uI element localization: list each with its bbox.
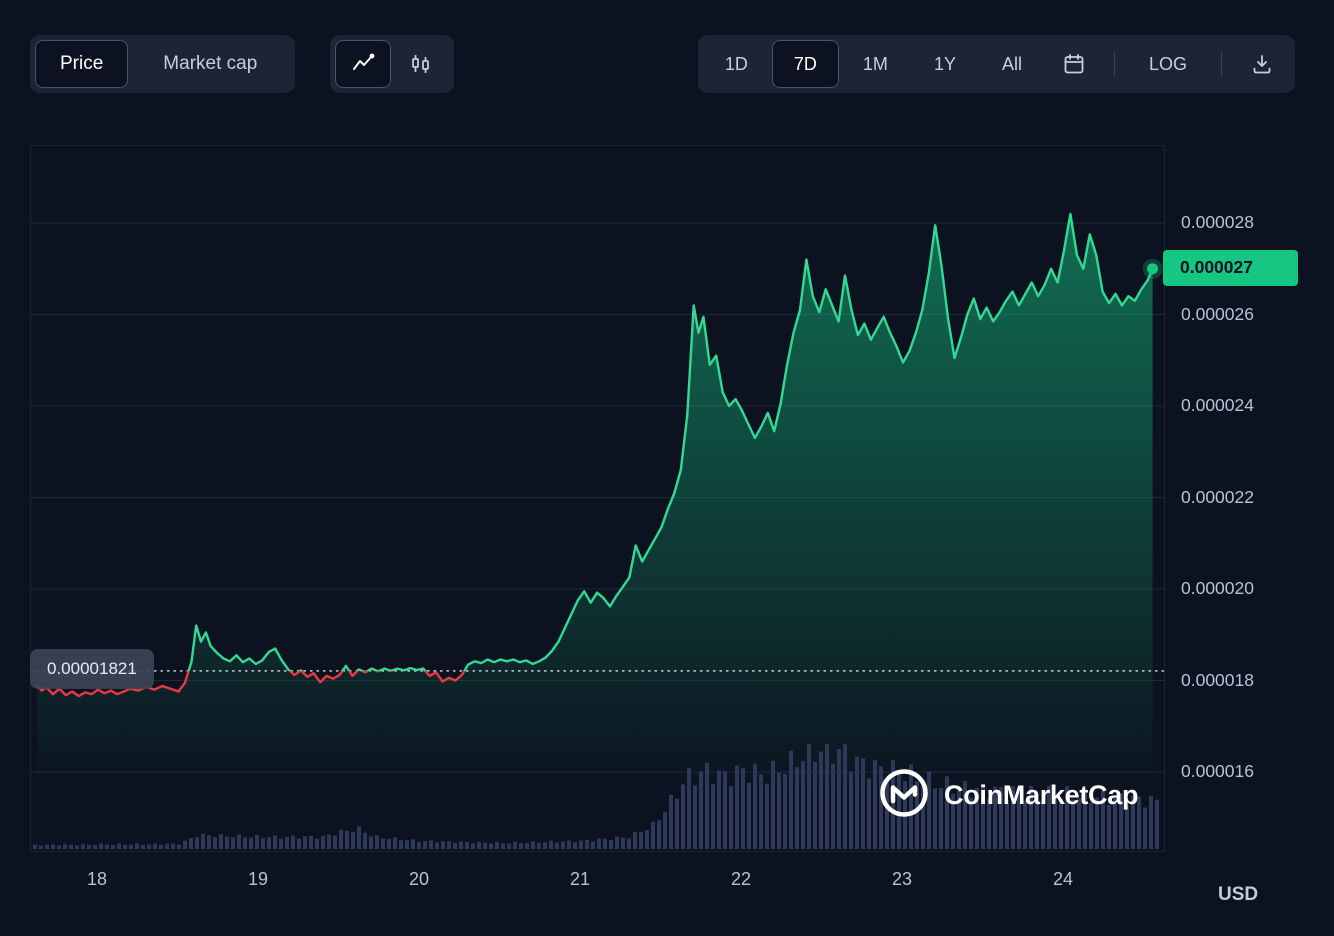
range-1m-button[interactable]: 1M bbox=[841, 40, 910, 88]
range-1d-button[interactable]: 1D bbox=[703, 40, 770, 88]
toolbar-divider bbox=[1221, 51, 1222, 77]
log-scale-button[interactable]: LOG bbox=[1127, 40, 1209, 88]
y-axis-label: 0.000022 bbox=[1181, 486, 1254, 507]
range-group: 1D 7D 1M 1Y All LOG bbox=[697, 35, 1295, 93]
range-7d-button[interactable]: 7D bbox=[771, 40, 839, 88]
chart-type-group bbox=[330, 35, 454, 93]
market-cap-tab[interactable]: Market cap bbox=[130, 40, 290, 88]
y-axis-label: 0.000020 bbox=[1181, 578, 1254, 598]
y-axis-label: 0.000026 bbox=[1181, 303, 1254, 324]
price-tab[interactable]: Price bbox=[35, 40, 129, 88]
line-chart-type-button[interactable] bbox=[335, 40, 391, 88]
toolbar-divider bbox=[1113, 51, 1115, 77]
x-axis-label: 21 bbox=[569, 869, 591, 889]
chart-plot-area[interactable] bbox=[30, 145, 1165, 852]
currency-label: USD bbox=[1218, 884, 1259, 905]
y-axis-label: 0.000028 bbox=[1181, 212, 1254, 232]
x-axis-label: 22 bbox=[730, 869, 752, 889]
x-axis-label: 19 bbox=[247, 869, 269, 889]
line-chart-icon bbox=[351, 52, 375, 76]
metric-toggle-group: Price Market cap bbox=[30, 35, 296, 93]
y-axis-label: 0.000018 bbox=[1181, 669, 1254, 690]
previous-close-label: 0.00001821 bbox=[30, 649, 154, 690]
x-axis-label: 20 bbox=[408, 869, 430, 889]
download-icon bbox=[1250, 52, 1274, 76]
range-all-button[interactable]: All bbox=[980, 40, 1044, 88]
range-1y-button[interactable]: 1Y bbox=[912, 40, 978, 88]
coinmarketcap-logo-icon bbox=[877, 766, 931, 825]
y-axis-label: 0.000024 bbox=[1181, 395, 1254, 415]
date-range-button[interactable] bbox=[1046, 40, 1102, 88]
x-axis-label: 18 bbox=[86, 869, 108, 889]
price-chart-canvas[interactable] bbox=[31, 146, 1164, 851]
x-axis-label: 24 bbox=[1052, 869, 1074, 889]
candlestick-icon bbox=[409, 52, 433, 76]
x-axis-label: 23 bbox=[891, 869, 913, 889]
current-price-badge: 0.000027 bbox=[1163, 249, 1298, 286]
candlestick-chart-type-button[interactable] bbox=[393, 40, 449, 88]
watermark: CoinMarketCap bbox=[877, 766, 1138, 825]
calendar-icon bbox=[1062, 52, 1086, 76]
y-axis-label: 0.000016 bbox=[1181, 761, 1254, 781]
watermark-text: CoinMarketCap bbox=[944, 780, 1139, 810]
download-chart-button[interactable] bbox=[1234, 40, 1290, 88]
